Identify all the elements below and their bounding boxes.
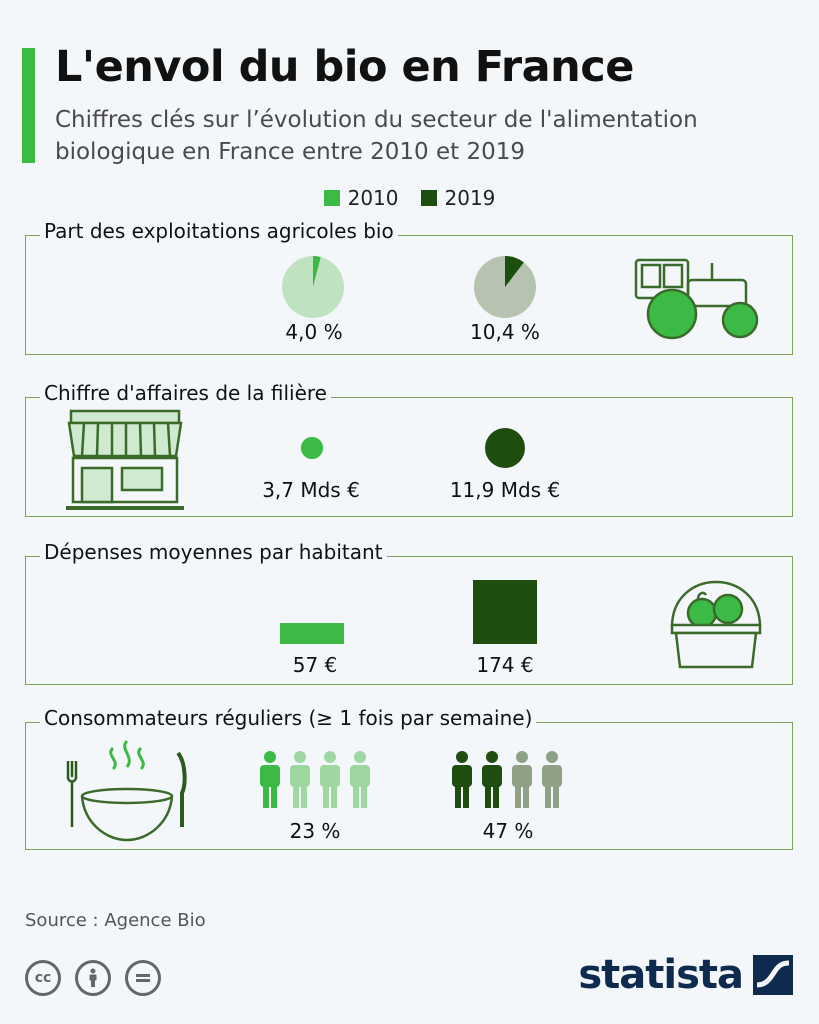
panel-title-chiffre-affaires: Chiffre d'affaires de la filière <box>40 381 331 405</box>
person-leg <box>455 785 461 808</box>
pictogram-chart-area <box>66 739 562 842</box>
panel-consommateurs: Consommateurs réguliers (≥ 1 fois par se… <box>25 706 793 850</box>
person-body <box>452 765 472 787</box>
pictogram-label-2019: 47 % <box>482 819 534 843</box>
pie-slice-2019 <box>505 256 524 287</box>
pie-label-2019: 10,4 % <box>470 320 540 344</box>
person-body <box>320 765 340 787</box>
area-block-2010 <box>280 623 344 644</box>
chart-title: L'envol du bio en France <box>55 42 634 92</box>
legend-item-2010: 2010 <box>323 186 399 210</box>
person-icon <box>320 751 340 808</box>
person-body <box>512 765 532 787</box>
person-icon <box>482 751 502 808</box>
bubble-label-2010: 3,7 Mds € <box>262 478 360 502</box>
nd-icon <box>125 960 161 996</box>
person-leg <box>301 785 307 808</box>
person-head <box>294 751 306 763</box>
person-leg <box>515 785 521 808</box>
person-leg <box>263 785 269 808</box>
area-label-2010: 57 € <box>292 653 338 677</box>
person-head <box>324 751 336 763</box>
shop-icon <box>66 409 184 510</box>
panel-chiffre-affaires: Chiffre d'affaires de la filière 3,7 Mds… <box>25 381 793 517</box>
legend-label-2010: 2010 <box>347 186 399 210</box>
person-icon <box>350 751 370 808</box>
person-icon <box>290 751 310 808</box>
pie-slice-2010 <box>313 256 321 287</box>
bubble-label-2019: 11,9 Mds € <box>449 478 561 502</box>
bubble-2010 <box>300 436 324 460</box>
statista-logo-icon <box>753 955 793 995</box>
license-icons: cc <box>25 960 161 996</box>
panel-title-consommateurs: Consommateurs réguliers (≥ 1 fois par se… <box>40 706 537 730</box>
pie-chart-area <box>282 256 759 340</box>
person-leg <box>353 785 359 808</box>
person-body <box>290 765 310 787</box>
person-head <box>456 751 468 763</box>
panel-title-exploitations: Part des exploitations agricoles bio <box>40 219 398 243</box>
person-icon <box>542 751 562 808</box>
person-head <box>264 751 276 763</box>
person-body <box>542 765 562 787</box>
area-block-2019 <box>473 580 537 644</box>
person-leg <box>523 785 529 808</box>
person-body <box>260 765 280 787</box>
panel-depenses: Dépenses moyennes par habitant 57 € 174 … <box>25 540 793 685</box>
panel-title-depenses: Dépenses moyennes par habitant <box>40 540 387 564</box>
person-head <box>516 751 528 763</box>
person-leg <box>293 785 299 808</box>
person-icon <box>452 751 472 808</box>
legend: 2010 2019 <box>0 186 819 210</box>
legend-label-2019: 2019 <box>444 186 496 210</box>
pie-label-2010: 4,0 % <box>285 320 343 344</box>
person-head <box>354 751 366 763</box>
area-label-2019: 174 € <box>476 653 534 677</box>
person-head <box>486 751 498 763</box>
brand-wordmark: statista <box>578 952 744 998</box>
tractor-icon <box>634 258 759 340</box>
legend-swatch-2019 <box>420 190 437 206</box>
person-leg <box>463 785 469 808</box>
person-leg <box>493 785 499 808</box>
area-chart-area <box>280 580 762 669</box>
by-icon <box>75 960 111 996</box>
panel-exploitations: Part des exploitations agricoles bio 4,0… <box>25 219 793 355</box>
person-leg <box>361 785 367 808</box>
person-head <box>546 751 558 763</box>
source-note: Source : Agence Bio <box>25 910 206 931</box>
person-leg <box>485 785 491 808</box>
pictogram-label-2010: 23 % <box>289 819 341 843</box>
legend-swatch-2010 <box>323 190 340 206</box>
person-leg <box>553 785 559 808</box>
title-accent-bar <box>22 48 35 163</box>
person-leg <box>331 785 337 808</box>
bowl-icon <box>66 739 187 842</box>
person-leg <box>323 785 329 808</box>
bubble-2019 <box>485 428 525 468</box>
legend-item-2019: 2019 <box>420 186 496 210</box>
chart-subtitle: Chiffres clés sur l’évolution du secteur… <box>55 107 698 165</box>
person-icon <box>260 751 280 808</box>
person-body <box>482 765 502 787</box>
cc-icon: cc <box>25 960 61 996</box>
person-body <box>350 765 370 787</box>
bubble-chart-area <box>66 409 525 510</box>
person-leg <box>271 785 277 808</box>
basket-icon <box>670 580 762 669</box>
statista-logo: statista <box>578 952 793 998</box>
person-icon <box>512 751 532 808</box>
person-leg <box>545 785 551 808</box>
